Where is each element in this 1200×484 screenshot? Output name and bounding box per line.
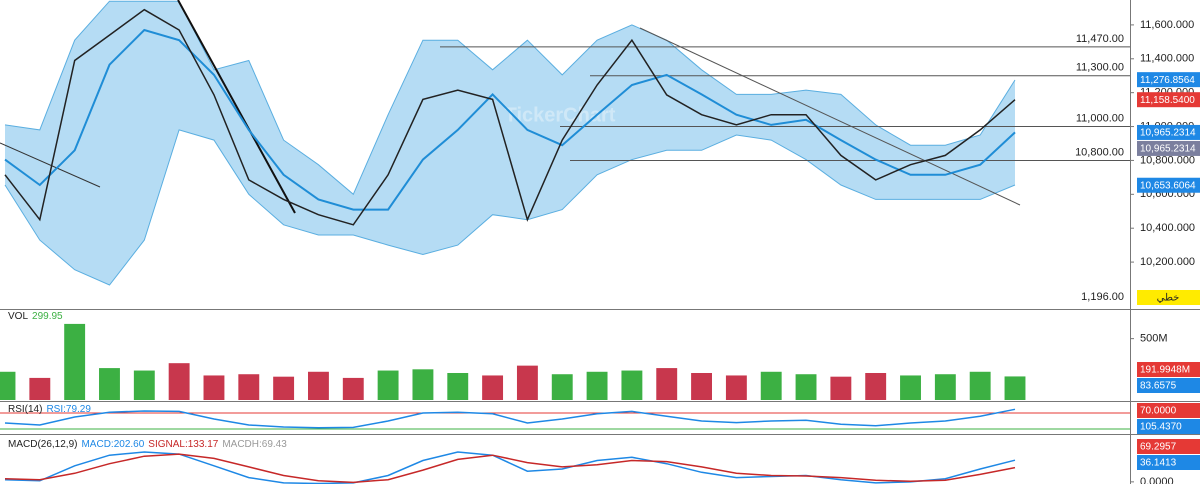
horizontal-line-label: 10,800.00 — [1075, 146, 1124, 158]
macd-line — [4, 453, 1016, 484]
value-badge-label: 10,965.2314 — [1140, 144, 1196, 155]
rsi-line — [4, 408, 1016, 429]
volume-bar — [168, 363, 190, 400]
volume-bar — [551, 374, 573, 400]
value-badge — [1137, 72, 1200, 88]
value-badge — [1137, 378, 1200, 393]
value-badge — [1137, 403, 1200, 418]
value-badge-label: 11,276.8564 — [1140, 75, 1195, 86]
volume-bar — [342, 377, 364, 400]
header-part: 299.95 — [32, 311, 63, 322]
value-badge — [1137, 439, 1200, 454]
y-tick-label: 11,600.000 — [1140, 19, 1194, 31]
band-lower — [4, 129, 1016, 286]
y-tick-label: 500M — [1140, 333, 1168, 345]
volume-bar — [0, 371, 16, 400]
bollinger-band — [5, 1, 1015, 285]
trend-line — [177, 0, 296, 214]
chart-type-button[interactable] — [1137, 290, 1200, 305]
y-tick-label: 10,400.000 — [1140, 222, 1195, 234]
panel-header: VOL 299.95 — [8, 311, 63, 322]
volume-bar — [586, 371, 608, 400]
volume-bar — [482, 375, 504, 400]
panel-header: MACD(26,12,9) MACD:202.60 SIGNAL:133.17 MAC… — [8, 439, 287, 450]
volume-bar — [865, 372, 887, 400]
value-badge — [1137, 455, 1200, 470]
volume-bar — [795, 374, 817, 400]
volume-bar — [133, 370, 155, 400]
y-tick-label: 0.0000 — [1140, 476, 1174, 484]
value-badge-label: 70.0000 — [1140, 406, 1177, 417]
header-part: MACD(26,12,9) — [8, 439, 77, 450]
band-upper — [4, 0, 1016, 196]
chart-type-button-label: خطي — [1157, 293, 1180, 304]
volume-bar — [830, 376, 852, 400]
value-badge-label: 69.2957 — [1140, 442, 1177, 453]
horizontal-line-label: 11,000.00 — [1076, 112, 1124, 124]
value-badge-label: 105.4370 — [1140, 422, 1182, 433]
panel-header: RSI(14) RSI:79.29 — [8, 404, 91, 415]
volume-bar — [29, 377, 51, 400]
value-badge — [1137, 124, 1200, 140]
volume-bar — [238, 374, 260, 400]
header-part: RSI:79.29 — [46, 404, 91, 415]
value-badge-label: 83.6575 — [1140, 381, 1177, 392]
volume-bar — [447, 372, 469, 400]
volume-bar — [203, 375, 225, 400]
header-part: MACD:202.60 — [81, 439, 144, 450]
value-badge-label: 10,653.6064 — [1140, 180, 1196, 191]
volume-bar — [621, 370, 643, 400]
volume-bar — [656, 368, 678, 400]
volume-bar — [725, 375, 747, 400]
price-line — [4, 28, 1016, 211]
value-badge-label: 36.1413 — [1140, 458, 1177, 469]
y-tick-label: 10,800.000 — [1140, 154, 1195, 166]
value-badge-label: 191.9948M — [1140, 365, 1190, 376]
header-part: VOL — [8, 311, 28, 322]
volume-bar — [691, 372, 712, 400]
volume-bar — [934, 374, 956, 400]
value-badge — [1137, 140, 1200, 156]
annotation: 1,196.00 — [1081, 291, 1124, 303]
horizontal-line-label: 11,300.00 — [1076, 62, 1124, 74]
volume-bar — [99, 368, 120, 400]
volume-bar — [273, 376, 295, 400]
volume-bar — [969, 371, 991, 400]
volume-bar — [900, 375, 921, 400]
value-badge-label: 10,965.2314 — [1140, 128, 1196, 139]
price-line — [4, 8, 1016, 226]
header-part: SIGNAL:133.17 — [148, 439, 218, 450]
horizontal-line-label: 11,470.00 — [1076, 33, 1124, 45]
trend-line — [639, 27, 1021, 206]
volume-bar — [377, 370, 399, 400]
watermark: TickerChart — [505, 104, 616, 126]
value-badge — [1137, 177, 1200, 193]
header-part: MACDH:69.43 — [222, 439, 287, 450]
volume-bar — [516, 365, 538, 400]
volume-bar — [308, 371, 329, 400]
volume-bar — [64, 323, 86, 400]
volume-bar — [760, 371, 782, 400]
header-part: RSI(14) — [8, 404, 42, 415]
value-badge — [1137, 419, 1200, 434]
value-badge-label: 11,158.5400 — [1140, 95, 1195, 106]
volume-bar — [1004, 376, 1026, 400]
trend-line — [0, 142, 101, 188]
volume-bar — [412, 369, 434, 400]
y-tick-label: 11,400.000 — [1140, 53, 1194, 65]
y-tick-label: 10,200.000 — [1140, 256, 1195, 268]
value-badge — [1137, 362, 1200, 377]
value-badge — [1137, 92, 1200, 108]
